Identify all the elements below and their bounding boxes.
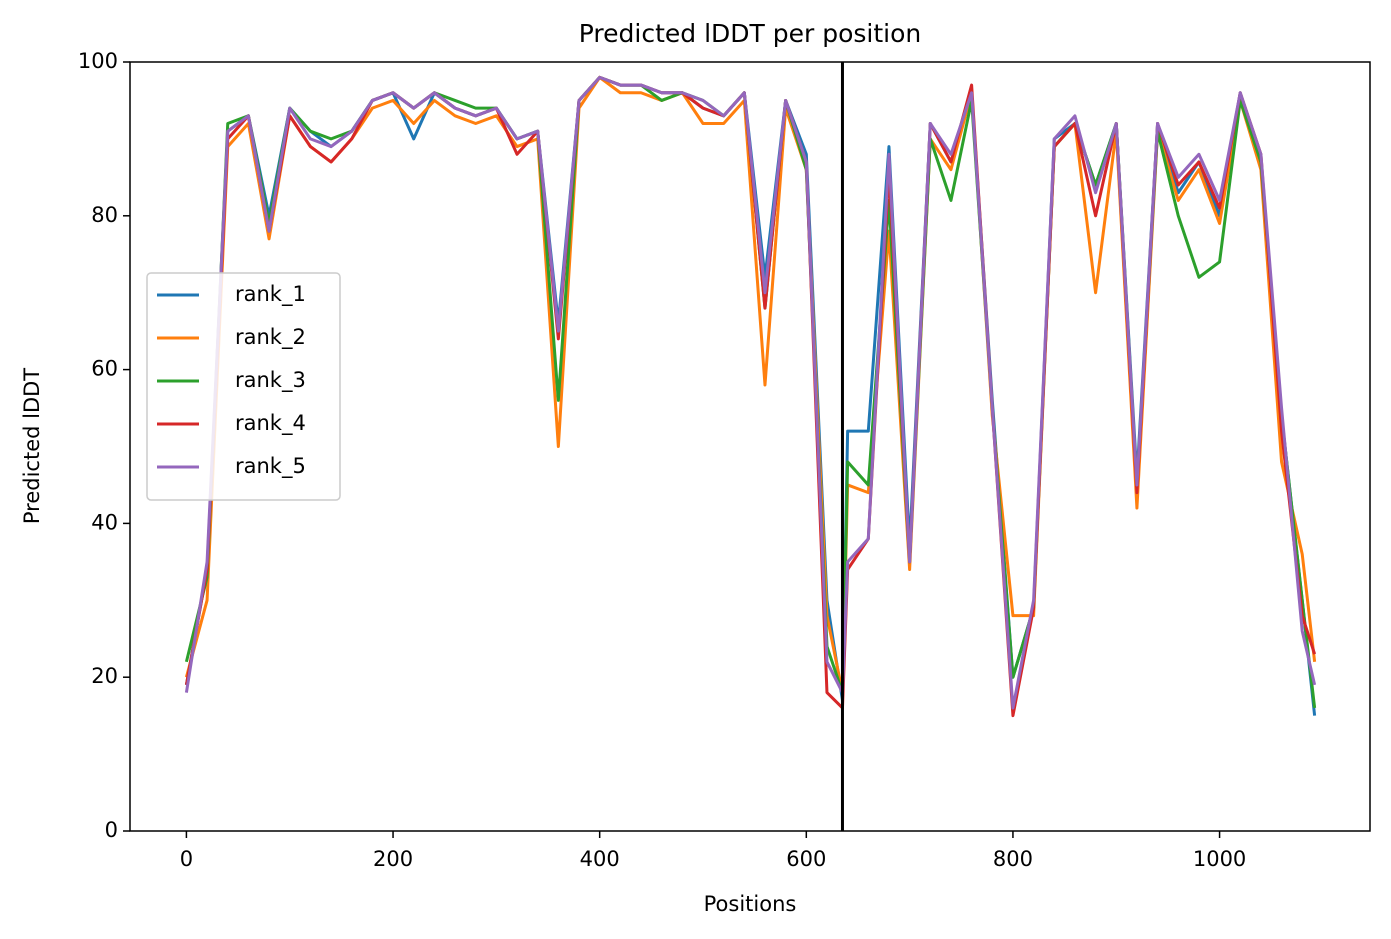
legend-label: rank_3 xyxy=(235,368,306,393)
y-axis-label: Predicted lDDT xyxy=(20,368,44,524)
y-tick-label: 0 xyxy=(105,818,118,842)
y-tick-label: 80 xyxy=(91,203,118,227)
series-line xyxy=(184,75,1317,710)
legend-box xyxy=(146,272,341,501)
x-tick-label: 600 xyxy=(786,847,826,871)
x-tick-label: 0 xyxy=(180,847,193,871)
y-tick-label: 60 xyxy=(91,357,118,381)
legend-label: rank_4 xyxy=(235,411,306,436)
x-tick-label: 1000 xyxy=(1193,847,1246,871)
legend-label: rank_5 xyxy=(235,454,306,479)
y-tick-label: 100 xyxy=(78,49,118,73)
x-tick-label: 400 xyxy=(580,847,620,871)
legend-label: rank_2 xyxy=(235,325,306,350)
y-tick-label: 40 xyxy=(91,510,118,534)
legend-label: rank_1 xyxy=(235,282,306,307)
x-tick-label: 200 xyxy=(373,847,413,871)
plot-frame xyxy=(129,61,1371,832)
y-tick-label: 20 xyxy=(91,664,118,688)
x-axis-label: Positions xyxy=(704,892,797,916)
chart-title: Predicted lDDT per position xyxy=(579,19,921,48)
x-tick-label: 800 xyxy=(993,847,1033,871)
